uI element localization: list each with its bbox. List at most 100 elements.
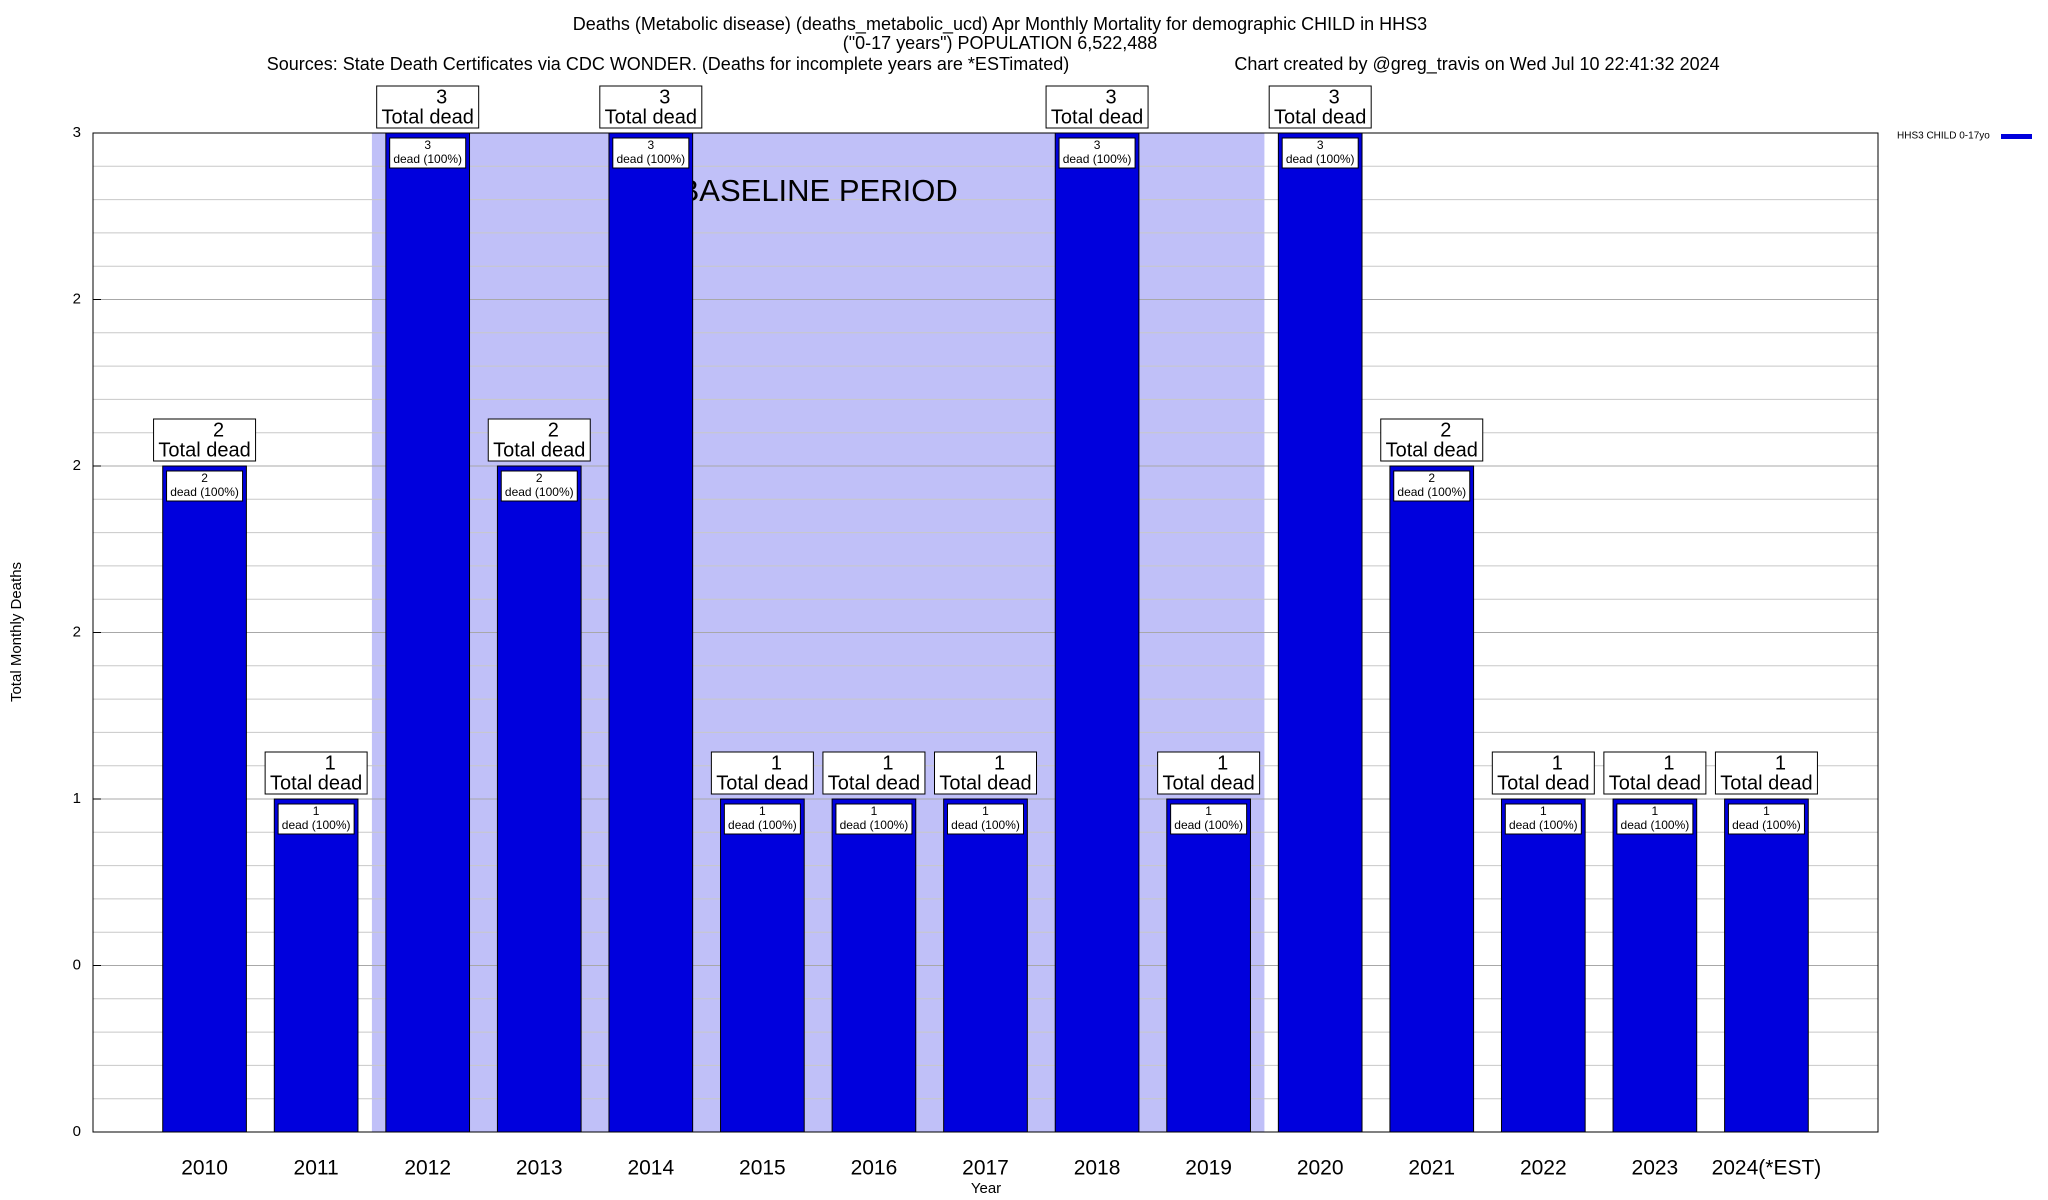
total-label-value: 2 [548, 419, 559, 441]
bar-label-box [277, 803, 355, 835]
bar-label-box [1727, 803, 1805, 835]
total-label-text: Total dead [1609, 772, 1701, 794]
chart-subtitle: ("0-17 years") POPULATION 6,522,488 [843, 33, 1158, 53]
total-label-text: Total dead [270, 772, 362, 794]
total-label-value: 3 [436, 86, 447, 108]
total-label-box [599, 85, 703, 129]
y-tick-label: 2 [73, 290, 81, 307]
source-note: Sources: State Death Certificates via CD… [267, 54, 1070, 74]
total-label-box [1603, 751, 1707, 795]
bar-label-value: 1 [871, 804, 878, 818]
bar-label-text: dead (100%) [1621, 818, 1690, 832]
bar [831, 798, 917, 1133]
bar [943, 798, 1028, 1133]
bar [496, 465, 582, 1133]
bar-label-text: dead (100%) [1732, 818, 1801, 832]
total-label-value: 1 [1663, 752, 1674, 774]
y-axis-label: Total Monthly Deaths [8, 562, 25, 702]
bar-label-text: dead (100%) [951, 818, 1020, 832]
total-label-text: Total dead [1051, 106, 1143, 128]
x-tick-label: 2015 [739, 1157, 786, 1180]
total-label-box [1157, 751, 1261, 795]
x-tick-label: 2012 [404, 1157, 451, 1180]
total-label-box [1714, 751, 1818, 795]
y-tick-label: 2 [73, 623, 81, 640]
total-label-value: 3 [1106, 86, 1117, 108]
total-label-text: Total dead [1720, 772, 1812, 794]
bar-label-text: dead (100%) [282, 818, 351, 832]
x-tick-label: 2022 [1520, 1157, 1567, 1180]
total-label-box [1268, 85, 1372, 129]
x-tick-label: 2021 [1408, 1157, 1455, 1180]
bar-label-box [1170, 803, 1248, 835]
total-label-box [822, 751, 926, 795]
legend-label: HHS3 CHILD 0-17yo [1897, 131, 1990, 142]
y-tick-label: 3 [73, 124, 81, 141]
credit-note: Chart created by @greg_travis on Wed Jul… [1234, 54, 1719, 75]
bar-label-text: dead (100%) [1063, 152, 1132, 166]
bar-label-text: dead (100%) [1397, 485, 1466, 499]
total-label-box [1045, 85, 1149, 129]
bar [1389, 465, 1475, 1133]
bar-label-box [723, 803, 801, 835]
total-label-value: 2 [213, 419, 224, 441]
bar-label-value: 2 [201, 471, 208, 485]
y-tick-label: 2 [73, 457, 81, 474]
bar-label-box [1281, 137, 1359, 169]
total-label-text: Total dead [939, 772, 1031, 794]
total-label-box [1380, 418, 1484, 462]
total-label-text: Total dead [1274, 106, 1366, 128]
bar-label-box [1616, 803, 1694, 835]
plot-frame [92, 132, 1879, 1133]
total-label-box [1491, 751, 1595, 795]
x-tick-label: 2011 [294, 1157, 339, 1180]
bar-label-text: dead (100%) [840, 818, 909, 832]
bar-label-text: dead (100%) [1174, 818, 1243, 832]
total-label-text: Total dead [1386, 439, 1478, 461]
bar-label-box [835, 803, 913, 835]
y-tick-label: 0 [73, 1123, 81, 1140]
chart-title: Deaths (Metabolic disease) (deaths_metab… [573, 14, 1427, 35]
bar-label-value: 1 [313, 804, 320, 818]
bar [385, 132, 471, 1133]
bar-label-text: dead (100%) [728, 818, 797, 832]
x-tick-label: 2013 [516, 1157, 563, 1180]
total-label-value: 1 [882, 752, 893, 774]
bar-label-value: 1 [1205, 804, 1212, 818]
total-label-value: 1 [771, 752, 782, 774]
y-tick-label: 1 [73, 790, 81, 807]
bar [1277, 132, 1363, 1133]
bar [1166, 798, 1251, 1133]
total-label-value: 1 [1775, 752, 1786, 774]
bar-label-value: 1 [982, 804, 989, 818]
bar-label-text: dead (100%) [1509, 818, 1578, 832]
total-label-text: Total dead [158, 439, 250, 461]
bar-label-value: 3 [424, 138, 431, 152]
bar [1500, 798, 1586, 1133]
bar-label-value: 3 [1317, 138, 1324, 152]
total-label-box [487, 418, 591, 462]
bar-label-text: dead (100%) [1286, 152, 1355, 166]
legend-swatch [2001, 134, 2032, 139]
total-label-text: Total dead [1162, 772, 1254, 794]
bar-label-box [1058, 137, 1136, 169]
bar-label-value: 1 [1540, 804, 1547, 818]
bar [1054, 132, 1140, 1133]
bar-label-value: 1 [759, 804, 766, 818]
x-tick-label: 2020 [1297, 1157, 1344, 1180]
total-label-value: 1 [325, 752, 336, 774]
total-label-text: Total dead [828, 772, 920, 794]
x-tick-label: 2016 [851, 1157, 898, 1180]
total-label-text: Total dead [605, 106, 697, 128]
total-label-value: 1 [1217, 752, 1228, 774]
y-tick-label: 0 [73, 956, 81, 973]
x-tick-label: 2010 [181, 1157, 228, 1180]
bar-label-value: 3 [647, 138, 654, 152]
total-label-value: 3 [659, 86, 670, 108]
total-label-text: Total dead [493, 439, 585, 461]
total-label-text: Total dead [382, 106, 474, 128]
bar [720, 798, 805, 1133]
total-label-text: Total dead [1497, 772, 1589, 794]
bar-label-value: 3 [1094, 138, 1101, 152]
x-tick-label: 2019 [1185, 1157, 1232, 1180]
